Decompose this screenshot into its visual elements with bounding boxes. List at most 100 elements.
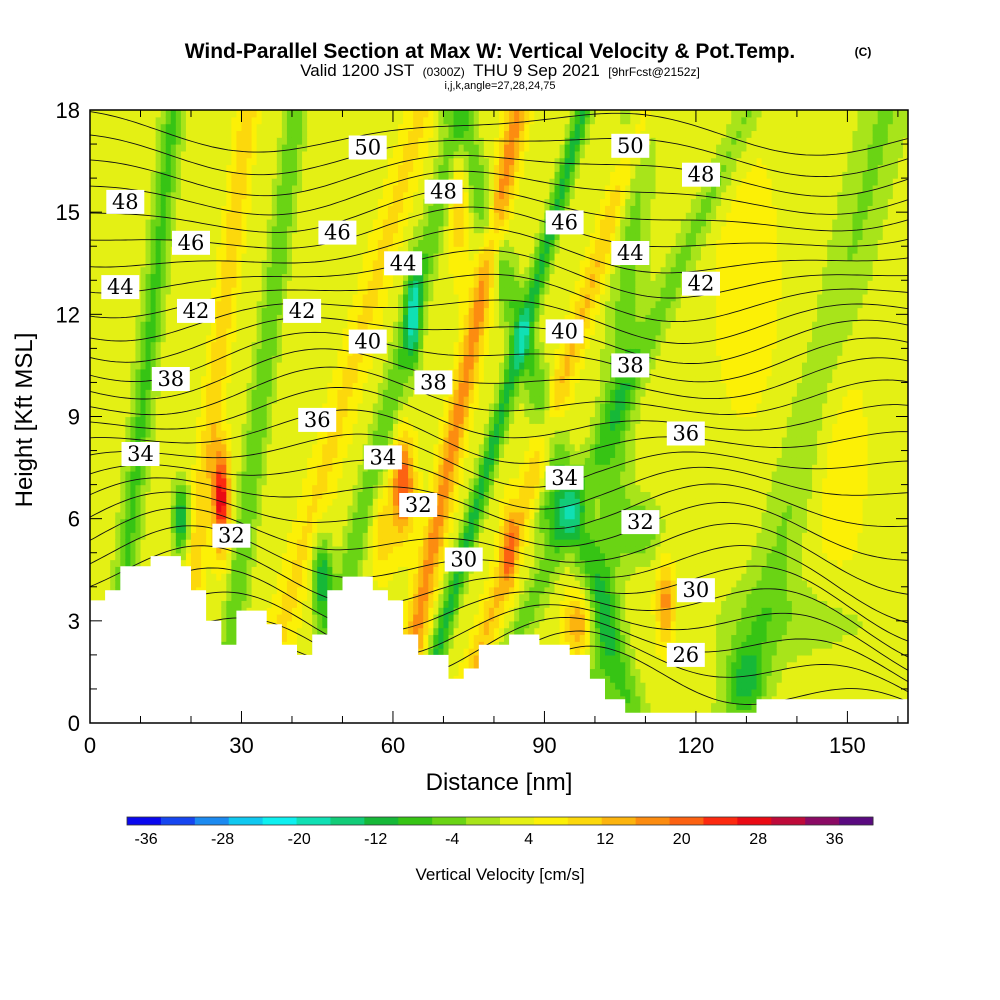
contour-label-box bbox=[444, 547, 483, 572]
isentrope-line bbox=[90, 331, 908, 383]
colorbar-swatch bbox=[127, 817, 162, 825]
colorbar-swatch bbox=[533, 817, 569, 825]
colorbar-tick-label: 20 bbox=[673, 831, 691, 848]
contour-label-text: 40 bbox=[354, 330, 381, 354]
colorbar-swatch bbox=[635, 817, 671, 825]
contour-label: 36 bbox=[298, 407, 337, 432]
contour-label-box bbox=[666, 642, 705, 667]
isentrope-line bbox=[90, 299, 908, 344]
contour-label-box bbox=[363, 445, 402, 470]
contour-label-box bbox=[545, 465, 584, 490]
contour-label-text: 30 bbox=[450, 548, 477, 572]
contour-label-box bbox=[101, 275, 140, 300]
copyright-mark: (C) bbox=[855, 45, 872, 59]
contour-label-text: 38 bbox=[420, 370, 447, 394]
chart-title: Wind-Parallel Section at Max W: Vertical… bbox=[185, 40, 796, 63]
colorbar-swatch bbox=[500, 817, 535, 825]
chart-subtitle: Valid 1200 JST (0300Z) THU 9 Sep 2021 [9… bbox=[300, 61, 700, 80]
colorbar-swatch bbox=[194, 817, 230, 825]
contour-label-box bbox=[298, 407, 337, 432]
colorbar-swatch bbox=[839, 817, 874, 825]
valid-zulu: (0300Z) bbox=[423, 65, 465, 79]
contour-label-text: 38 bbox=[157, 367, 184, 391]
isentrope-line bbox=[90, 507, 908, 595]
colorbar-swatch bbox=[432, 817, 467, 825]
colorbar-tick-label: 4 bbox=[524, 831, 533, 848]
contour-label-text: 50 bbox=[617, 134, 644, 158]
contour-label-box bbox=[545, 319, 584, 344]
isentrope-line bbox=[90, 366, 908, 416]
colorbar-tick-label: 28 bbox=[749, 831, 767, 848]
isentrope-line bbox=[90, 206, 908, 249]
y-tick-label: 15 bbox=[56, 200, 80, 225]
isentrope-line bbox=[90, 187, 908, 233]
contour-label: 44 bbox=[611, 241, 650, 265]
contour-label-text: 46 bbox=[551, 210, 578, 234]
contour-label-box bbox=[676, 578, 715, 603]
contour-label-text: 48 bbox=[112, 190, 139, 214]
contour-label: 36 bbox=[666, 421, 705, 446]
contour-label-box bbox=[611, 133, 650, 158]
contour-label: 44 bbox=[384, 251, 423, 276]
chart-indices: i,j,k,angle=27,28,24,75 bbox=[444, 80, 555, 92]
colorbar-swatch bbox=[330, 817, 365, 825]
contour-label-text: 36 bbox=[672, 422, 699, 446]
isentrope-line bbox=[90, 591, 908, 671]
y-tick-label: 18 bbox=[56, 98, 80, 123]
y-tick-label: 12 bbox=[56, 302, 80, 327]
contour-label: 48 bbox=[424, 179, 463, 204]
contour-label-text: 42 bbox=[688, 272, 715, 296]
contour-label-text: 46 bbox=[178, 231, 205, 255]
contour-label-box bbox=[283, 298, 322, 323]
potential-temperature-contours bbox=[90, 111, 908, 717]
contour-label-text: 34 bbox=[127, 442, 154, 466]
terrain-shape bbox=[90, 556, 908, 723]
colorbar-swatch bbox=[805, 817, 840, 825]
colorbar-tick-label: -36 bbox=[135, 831, 158, 848]
x-tick-label: 30 bbox=[229, 733, 253, 758]
isentrope-line bbox=[90, 316, 908, 364]
contour-label-text: 30 bbox=[683, 578, 710, 602]
colorbar-swatch bbox=[296, 817, 331, 825]
contour-label: 38 bbox=[414, 370, 453, 395]
contour-label: 42 bbox=[283, 298, 322, 323]
contour-label-box bbox=[424, 179, 463, 204]
colorbar-title: Vertical Velocity [cm/s] bbox=[415, 865, 584, 884]
contour-label: 32 bbox=[621, 510, 660, 535]
isentrope-line bbox=[90, 273, 908, 323]
contour-label-text: 32 bbox=[627, 510, 654, 534]
colorbar-tick-label: -20 bbox=[288, 831, 311, 848]
colorbar-frame bbox=[126, 816, 874, 826]
colorbar-swatch bbox=[160, 817, 196, 825]
x-tick-label: 120 bbox=[678, 733, 715, 758]
colorbar-tick-label: -4 bbox=[445, 831, 459, 848]
contour-label: 48 bbox=[682, 162, 720, 187]
colorbar-swatch bbox=[364, 817, 399, 825]
x-tick-label: 90 bbox=[532, 733, 556, 758]
contour-label-text: 48 bbox=[688, 163, 715, 187]
contour-label: 46 bbox=[545, 210, 584, 235]
contour-label-text: 38 bbox=[617, 353, 644, 377]
contour-label-text: 34 bbox=[370, 445, 397, 469]
isentrope-line bbox=[90, 154, 908, 197]
colorbar-swatch bbox=[398, 817, 433, 825]
contour-label-box bbox=[545, 210, 584, 235]
contour-label-box bbox=[399, 493, 438, 517]
y-tick-label: 0 bbox=[68, 711, 80, 736]
contour-label: 34 bbox=[363, 445, 402, 470]
contour-label-text: 44 bbox=[617, 241, 644, 265]
contour-label: 40 bbox=[348, 329, 387, 354]
contour-label-box bbox=[348, 135, 387, 160]
x-tick-label: 0 bbox=[84, 733, 96, 758]
colorbar-swatch bbox=[737, 817, 772, 825]
colorbar-tick-label: 36 bbox=[826, 831, 844, 848]
isentrope-line bbox=[90, 491, 908, 561]
forecast-info: [9hrFcst@2152z] bbox=[608, 65, 700, 79]
colorbar-tick-label: -28 bbox=[211, 831, 234, 848]
contour-label-box bbox=[151, 367, 190, 391]
contour-label-box bbox=[106, 189, 145, 214]
contour-label: 50 bbox=[348, 135, 387, 160]
isentrope-line bbox=[90, 433, 908, 488]
